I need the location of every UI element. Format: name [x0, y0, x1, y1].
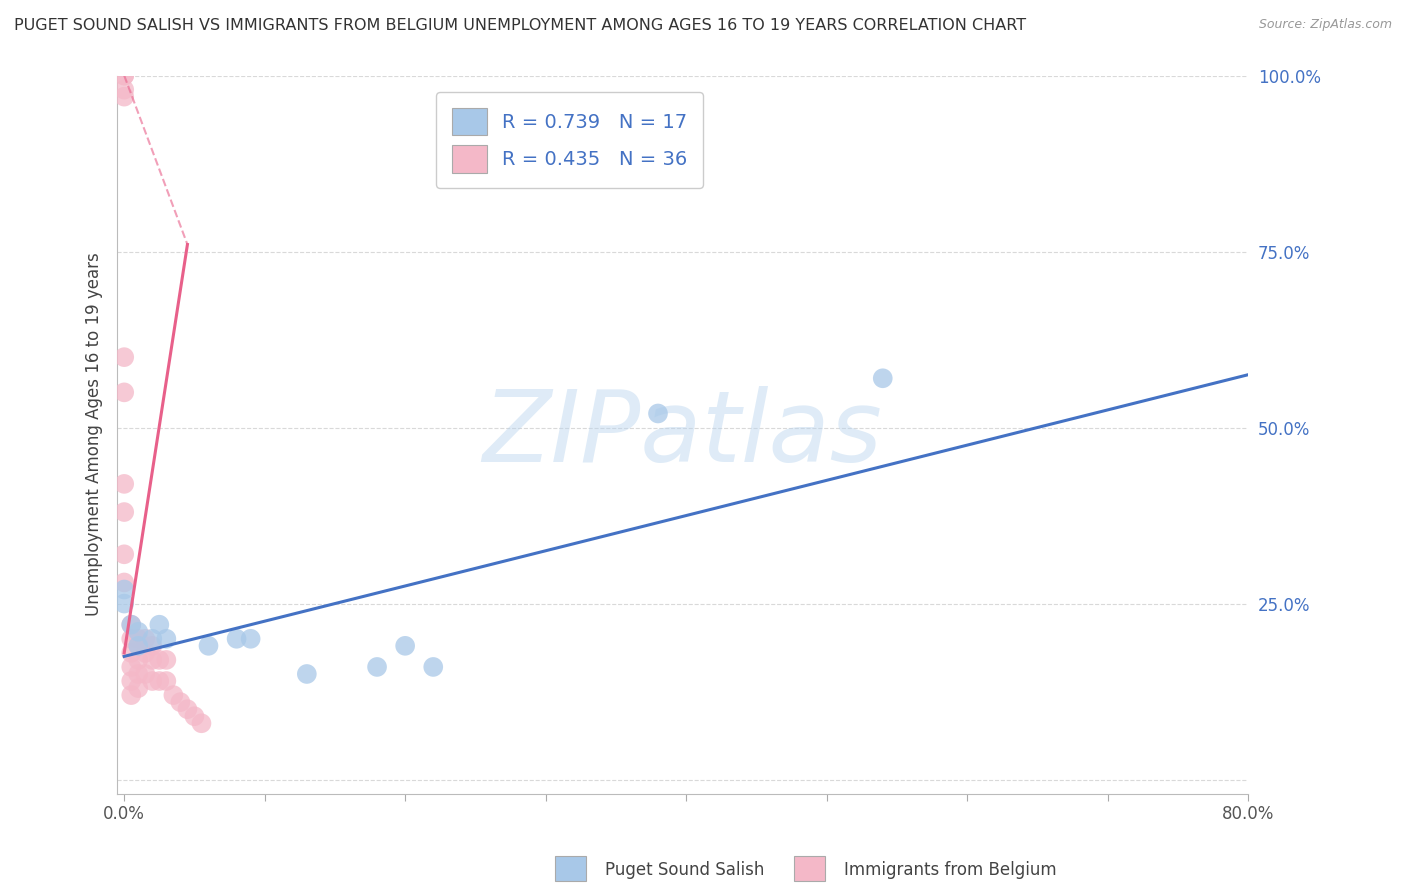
- Point: [112, 385, 135, 400]
- Point: [127, 653, 149, 667]
- Point: [197, 639, 219, 653]
- Point: [647, 407, 669, 421]
- Point: [872, 371, 894, 385]
- Point: [190, 716, 212, 731]
- Point: [112, 597, 135, 611]
- Point: [394, 639, 416, 653]
- Point: [141, 673, 163, 688]
- Point: [148, 673, 170, 688]
- Point: [120, 673, 142, 688]
- Point: [127, 639, 149, 653]
- Point: [127, 667, 149, 681]
- Point: [183, 709, 205, 723]
- Point: [134, 632, 156, 646]
- Point: [141, 632, 163, 646]
- Text: Immigrants from Belgium: Immigrants from Belgium: [844, 861, 1056, 879]
- Point: [112, 350, 135, 364]
- Point: [120, 632, 142, 646]
- Text: Source: ZipAtlas.com: Source: ZipAtlas.com: [1258, 18, 1392, 31]
- Point: [162, 688, 184, 702]
- Point: [141, 639, 163, 653]
- Point: [169, 695, 191, 709]
- Point: [112, 575, 135, 590]
- Point: [155, 632, 177, 646]
- Text: PUGET SOUND SALISH VS IMMIGRANTS FROM BELGIUM UNEMPLOYMENT AMONG AGES 16 TO 19 Y: PUGET SOUND SALISH VS IMMIGRANTS FROM BE…: [14, 18, 1026, 33]
- Point: [225, 632, 247, 646]
- Point: [120, 646, 142, 660]
- Point: [127, 681, 149, 695]
- Text: ZIPatlas: ZIPatlas: [482, 386, 883, 483]
- Point: [112, 82, 135, 96]
- Point: [134, 667, 156, 681]
- Point: [141, 653, 163, 667]
- Point: [366, 660, 388, 674]
- Point: [127, 639, 149, 653]
- Point: [112, 89, 135, 103]
- Point: [422, 660, 444, 674]
- Point: [295, 667, 318, 681]
- Y-axis label: Unemployment Among Ages 16 to 19 years: Unemployment Among Ages 16 to 19 years: [86, 252, 103, 616]
- Point: [239, 632, 262, 646]
- Point: [120, 617, 142, 632]
- Point: [155, 653, 177, 667]
- Point: [176, 702, 198, 716]
- Point: [112, 582, 135, 597]
- Point: [112, 547, 135, 561]
- Point: [127, 632, 149, 646]
- Point: [112, 69, 135, 83]
- Point: [148, 617, 170, 632]
- Point: [120, 660, 142, 674]
- Legend: R = 0.739   N = 17, R = 0.435   N = 36: R = 0.739 N = 17, R = 0.435 N = 36: [436, 93, 703, 188]
- Point: [155, 673, 177, 688]
- Point: [127, 624, 149, 639]
- Point: [120, 617, 142, 632]
- Text: Puget Sound Salish: Puget Sound Salish: [605, 861, 763, 879]
- Point: [112, 69, 135, 83]
- Point: [134, 646, 156, 660]
- Point: [112, 505, 135, 519]
- Point: [148, 653, 170, 667]
- Point: [120, 688, 142, 702]
- Point: [112, 476, 135, 491]
